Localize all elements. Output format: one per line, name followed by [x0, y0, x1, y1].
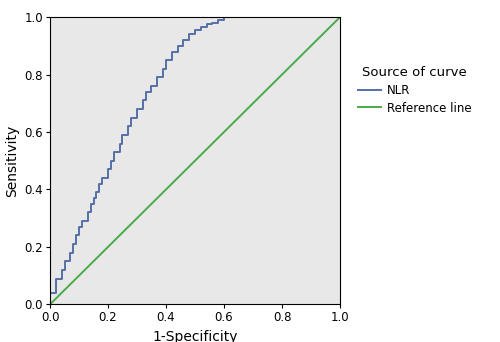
X-axis label: 1-Specificity: 1-Specificity [152, 330, 238, 342]
Legend: NLR, Reference line: NLR, Reference line [358, 66, 472, 115]
Y-axis label: Sensitivity: Sensitivity [5, 124, 19, 197]
